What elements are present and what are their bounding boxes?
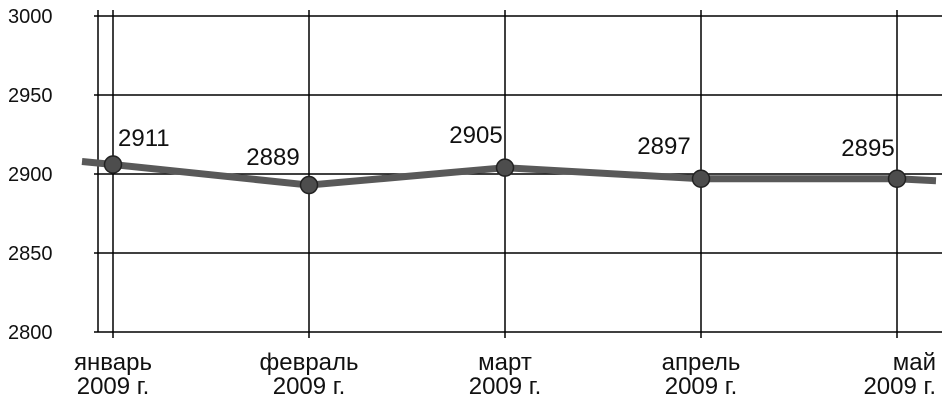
y-axis-ticks: 2800 2850 2900 2950 3000 [8, 6, 53, 344]
x-tick-label-year: 2009 г. [665, 373, 738, 398]
data-label: 2889 [246, 144, 299, 171]
x-tick-label-year: 2009 г. [469, 373, 542, 398]
data-point [887, 169, 907, 188]
x-tick-label-year: 2009 г. [273, 373, 346, 398]
x-tick-label-year: 2009 г. [77, 373, 150, 398]
x-tick-label-year: 2009 г. [863, 373, 936, 398]
data-point [103, 155, 123, 174]
x-tick-label: февраль [259, 349, 358, 376]
x-tick-label: апрель [662, 349, 741, 376]
y-tick-label: 2900 [8, 164, 53, 186]
data-labels: 2911 2889 2905 2897 2895 [118, 122, 895, 171]
y-tick-label: 2800 [8, 322, 53, 344]
y-tick-label: 2950 [8, 85, 53, 107]
y-tick-label: 3000 [8, 6, 53, 28]
x-tick-label: январь [74, 349, 152, 376]
y-tick-label: 2850 [8, 243, 53, 265]
data-point [299, 175, 319, 195]
x-tick-label: март [478, 349, 532, 376]
data-label: 2897 [637, 133, 690, 160]
data-markers [103, 155, 907, 195]
data-point [495, 158, 515, 177]
data-label: 2911 [118, 125, 170, 152]
data-label: 2905 [449, 122, 502, 149]
data-point [691, 169, 711, 188]
x-tick-label: май [893, 349, 936, 376]
data-label: 2895 [841, 135, 894, 162]
